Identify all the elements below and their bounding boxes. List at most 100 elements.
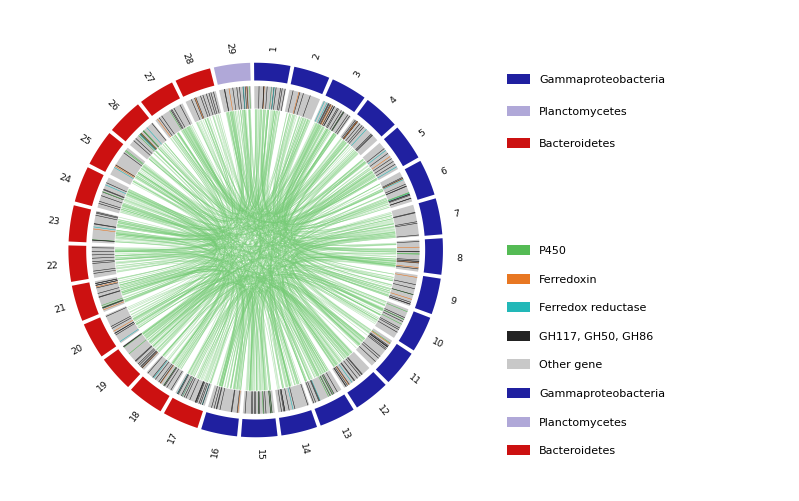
Polygon shape	[95, 279, 117, 284]
Polygon shape	[395, 274, 417, 278]
Polygon shape	[96, 281, 117, 286]
Polygon shape	[339, 364, 352, 383]
Polygon shape	[239, 88, 242, 110]
Polygon shape	[397, 254, 419, 255]
Polygon shape	[340, 363, 355, 381]
Polygon shape	[336, 116, 350, 135]
Polygon shape	[300, 384, 308, 406]
Polygon shape	[390, 198, 411, 206]
Polygon shape	[243, 391, 275, 414]
Polygon shape	[386, 186, 407, 196]
Polygon shape	[185, 92, 221, 123]
Polygon shape	[367, 149, 384, 163]
Polygon shape	[340, 119, 377, 156]
Polygon shape	[268, 391, 271, 413]
Polygon shape	[201, 412, 239, 436]
Polygon shape	[195, 99, 204, 120]
Polygon shape	[92, 211, 118, 244]
Polygon shape	[180, 105, 190, 125]
Polygon shape	[263, 87, 264, 110]
Polygon shape	[164, 367, 177, 386]
Polygon shape	[141, 351, 157, 368]
Text: 1: 1	[269, 44, 279, 51]
Polygon shape	[379, 319, 399, 330]
Polygon shape	[362, 344, 379, 359]
Polygon shape	[139, 350, 155, 366]
Polygon shape	[197, 382, 205, 403]
Polygon shape	[164, 398, 203, 428]
Polygon shape	[393, 284, 415, 290]
Polygon shape	[324, 107, 335, 127]
Polygon shape	[288, 388, 293, 410]
Polygon shape	[92, 240, 114, 242]
Polygon shape	[383, 179, 403, 189]
Polygon shape	[139, 135, 156, 151]
Polygon shape	[244, 391, 247, 414]
Polygon shape	[177, 374, 188, 394]
Polygon shape	[397, 252, 419, 253]
Polygon shape	[105, 308, 126, 317]
Polygon shape	[393, 212, 415, 218]
Polygon shape	[141, 352, 157, 369]
Polygon shape	[397, 241, 419, 243]
Polygon shape	[178, 375, 189, 395]
Polygon shape	[285, 91, 320, 121]
Polygon shape	[335, 367, 348, 386]
Polygon shape	[405, 161, 435, 200]
Text: 10: 10	[431, 336, 445, 349]
Polygon shape	[114, 322, 134, 334]
Polygon shape	[269, 391, 272, 413]
Polygon shape	[120, 329, 139, 342]
Polygon shape	[396, 223, 417, 227]
Polygon shape	[382, 314, 402, 325]
Polygon shape	[419, 199, 443, 236]
Polygon shape	[311, 380, 320, 401]
Polygon shape	[386, 186, 407, 195]
Polygon shape	[344, 122, 357, 140]
Polygon shape	[130, 123, 167, 160]
Polygon shape	[94, 224, 116, 228]
Polygon shape	[392, 289, 413, 296]
Polygon shape	[320, 376, 331, 396]
Polygon shape	[93, 271, 116, 274]
Polygon shape	[216, 387, 222, 409]
Polygon shape	[243, 88, 245, 110]
Polygon shape	[388, 193, 409, 201]
Polygon shape	[258, 87, 260, 109]
Polygon shape	[288, 91, 293, 113]
Polygon shape	[103, 302, 124, 311]
Text: 25: 25	[77, 132, 92, 146]
Polygon shape	[92, 261, 115, 263]
Polygon shape	[112, 318, 132, 329]
Text: 17: 17	[167, 430, 180, 444]
Polygon shape	[92, 248, 114, 249]
Polygon shape	[332, 352, 369, 388]
Polygon shape	[334, 368, 347, 387]
Polygon shape	[237, 391, 240, 413]
Polygon shape	[291, 68, 329, 95]
Polygon shape	[268, 391, 271, 413]
Polygon shape	[394, 280, 415, 286]
Polygon shape	[377, 167, 397, 179]
Text: 27: 27	[140, 71, 154, 86]
Polygon shape	[101, 298, 123, 306]
Polygon shape	[314, 102, 351, 136]
Polygon shape	[92, 246, 117, 279]
Text: Bacteroidetes: Bacteroidetes	[539, 445, 617, 455]
Polygon shape	[318, 104, 329, 124]
Polygon shape	[140, 135, 156, 151]
Polygon shape	[327, 109, 339, 129]
Polygon shape	[96, 215, 117, 221]
Polygon shape	[146, 128, 162, 145]
Polygon shape	[335, 115, 348, 134]
Polygon shape	[99, 201, 121, 209]
Text: 15: 15	[255, 448, 264, 460]
Text: Gammaproteobacteria: Gammaproteobacteria	[539, 75, 666, 85]
Polygon shape	[396, 235, 419, 238]
Polygon shape	[96, 213, 118, 219]
Polygon shape	[385, 184, 406, 194]
Polygon shape	[93, 227, 116, 231]
Polygon shape	[311, 380, 320, 401]
Polygon shape	[263, 391, 264, 414]
Polygon shape	[219, 87, 252, 113]
